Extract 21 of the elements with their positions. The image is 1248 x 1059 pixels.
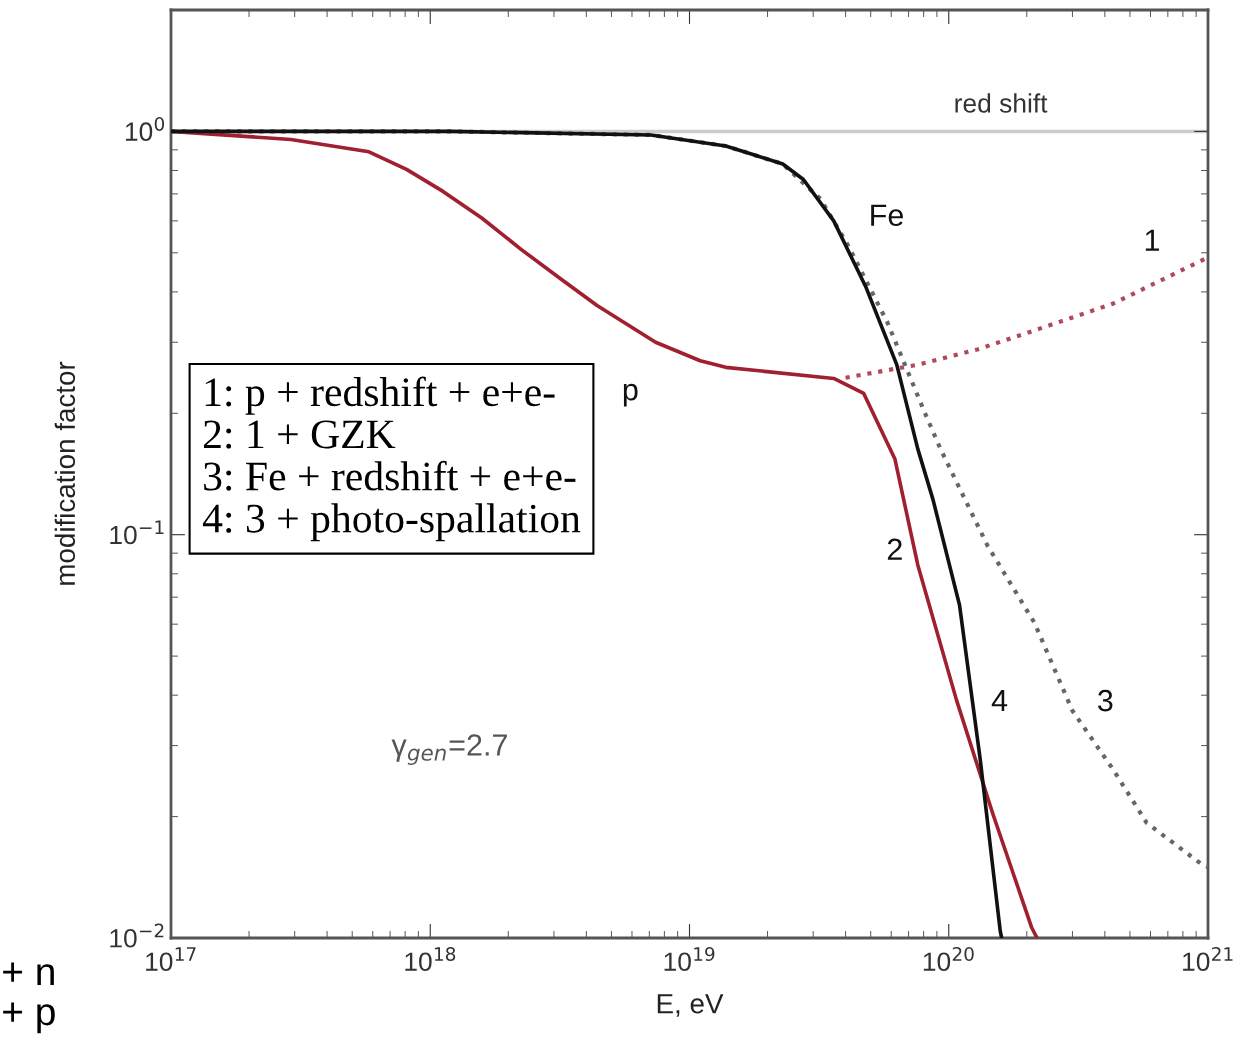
annotation: γ$_{gen}$=2.7: [391, 734, 507, 765]
annotation: Fe: [871, 204, 903, 227]
ref-line-label: red shift: [955, 93, 1048, 113]
y-tick-label: 10$^{−2}$: [110, 923, 164, 948]
x-tick-label: 10$^{21}$: [1183, 947, 1233, 972]
y-axis-title: modification factor: [54, 361, 76, 585]
annotation: 2: [887, 538, 902, 560]
annotation: 1: p + redshift + e+e- 2: 1 + GZK 3: Fe + redshift + e+e- 4: 3 + photo-spallation: [202, 376, 581, 542]
x-axis-title: E, eV: [657, 994, 724, 1017]
text: + n: [3, 962, 54, 986]
x-tick-label: 10$^{17}$: [146, 947, 196, 972]
y-tick-label: 10$^{−1}$: [110, 520, 164, 545]
annotation: 3: [1098, 689, 1113, 712]
annotation: 4: [991, 690, 1008, 712]
annotation: 1: [1145, 229, 1160, 251]
y-tick-label: 10$^{0}$: [125, 116, 165, 142]
x-tick-label: 10$^{19}$: [664, 947, 715, 972]
x-tick-label: 10$^{20}$: [923, 947, 974, 972]
x-tick-label: 10$^{18}$: [405, 947, 456, 972]
text: + p: [3, 1002, 55, 1034]
annotation: p: [623, 383, 638, 407]
